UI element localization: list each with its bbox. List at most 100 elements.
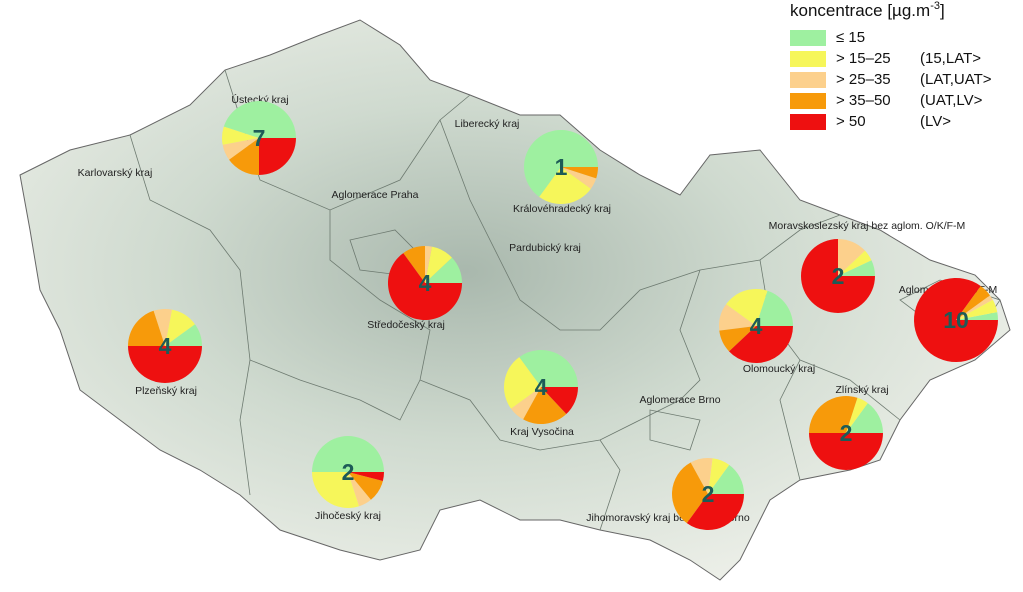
- pie-slice: [259, 138, 296, 175]
- pie-slice: [719, 304, 756, 331]
- pie-slice: [539, 167, 591, 205]
- pie-slice: [838, 250, 872, 276]
- pie-slice: [838, 260, 875, 276]
- legend-label: > 25–35: [836, 71, 891, 88]
- region-label: Ústecký kraj: [231, 93, 288, 106]
- pie: 10: [914, 278, 998, 363]
- legend-range: (UAT,LV>: [920, 92, 983, 109]
- legend-swatch: [790, 93, 826, 109]
- region-label: Aglomerace Praha: [332, 189, 419, 201]
- legend-label: > 15–25: [836, 50, 891, 67]
- pie-count: 4: [750, 313, 763, 339]
- pie-slice: [809, 396, 858, 433]
- pie: 4: [128, 309, 202, 383]
- pie-slice: [756, 290, 793, 326]
- legend-range: (LAT,UAT>: [920, 71, 992, 88]
- pie-slice: [153, 309, 172, 346]
- pie-slice: [809, 433, 883, 470]
- pie-slice: [956, 312, 998, 320]
- pie-slice: [403, 246, 425, 283]
- legend-label: ≤ 15: [836, 29, 865, 46]
- pie-slice: [511, 387, 541, 420]
- pie-slice: [165, 324, 202, 346]
- pie-slice: [524, 130, 598, 197]
- region-label: Středočeský kraj: [367, 319, 445, 331]
- legend: koncentrace [µg.m-3] ≤ 15 > 15–25 (15,LAT>…: [790, 0, 992, 130]
- region-label: Královéhradecký kraj: [513, 203, 611, 215]
- legend-label: > 50: [836, 113, 866, 130]
- pie: 4: [719, 288, 793, 363]
- pie-count: 1: [555, 154, 568, 180]
- pie-slice: [312, 472, 360, 508]
- pie-slice: [690, 458, 713, 494]
- pie-slice: [165, 309, 195, 346]
- pie-slice: [708, 464, 744, 494]
- region-label: Moravskoslezský kraj bez aglom. O/K/F-M: [769, 220, 966, 232]
- pie-count: 2: [832, 263, 845, 289]
- region-label: Olomoucký kraj: [743, 363, 815, 375]
- pie: 2: [809, 396, 883, 470]
- legend-swatch: [790, 30, 826, 46]
- pie-slice: [541, 387, 578, 414]
- legend-swatch: [790, 51, 826, 67]
- pie-slice: [801, 239, 875, 313]
- pie-slice: [229, 138, 259, 175]
- pie-slice: [348, 472, 384, 481]
- legend-label: > 35–50: [836, 92, 891, 109]
- legend-range: (15,LAT>: [920, 50, 981, 67]
- pie-slice: [846, 403, 883, 433]
- pie-slice: [425, 246, 452, 283]
- pie-slice: [425, 246, 432, 283]
- pie-slice: [726, 288, 768, 326]
- legend-title-sup: -3: [930, 0, 940, 12]
- pie: 2: [801, 239, 875, 313]
- pie: 2: [312, 436, 384, 508]
- pie-count: 10: [943, 307, 969, 333]
- region-label: Liberecký kraj: [455, 118, 520, 130]
- pie-slice: [523, 387, 567, 425]
- pie-slice: [914, 278, 998, 363]
- legend-swatch: [790, 114, 826, 130]
- pie-slice: [672, 462, 708, 524]
- pie-slice: [838, 239, 865, 276]
- legend-title: koncentrace [µg.m-3]: [790, 0, 945, 20]
- region-label: Plzeňský kraj: [135, 385, 197, 397]
- region-label: Kraj Vysočina: [510, 426, 574, 438]
- pie-slice: [348, 472, 383, 500]
- pie-slice: [128, 346, 202, 383]
- pie-slice: [561, 167, 598, 179]
- pie-slice: [388, 253, 463, 321]
- pie-slice: [504, 357, 541, 409]
- pie: 7: [222, 101, 296, 175]
- pie: 4: [388, 246, 463, 321]
- pie: 2: [672, 458, 744, 530]
- pie-slice: [519, 350, 578, 387]
- legend-range: (LV>: [920, 113, 951, 130]
- legend-title-end: ]: [940, 1, 945, 20]
- region-label: Pardubický kraj: [509, 242, 581, 254]
- region-label: Karlovarský kraj: [78, 167, 153, 179]
- pie-count: 7: [253, 125, 266, 151]
- pie: 1: [524, 130, 598, 205]
- pie: 4: [504, 350, 578, 425]
- region-label: Zlínský kraj: [835, 384, 888, 396]
- pie-slice: [846, 397, 868, 433]
- pie-slice: [222, 126, 259, 145]
- pie-count: 4: [159, 333, 172, 359]
- region-label: Jihočeský kraj: [315, 510, 381, 522]
- pie-slice: [719, 326, 756, 352]
- pie-count: 2: [702, 481, 715, 507]
- pie-slice: [686, 494, 744, 530]
- pie-slice: [348, 472, 371, 507]
- region-borders: [129, 69, 1001, 531]
- pie-slice: [222, 138, 259, 160]
- pie-slice: [708, 458, 730, 494]
- pie-count: 2: [342, 459, 355, 485]
- pie-count: 2: [840, 420, 853, 446]
- pie-slice: [128, 310, 165, 346]
- pies: 7 1 4 4 2 4 2 4 2 10 2: [128, 101, 998, 530]
- pie-slice: [729, 326, 793, 363]
- pie-slice: [561, 167, 597, 189]
